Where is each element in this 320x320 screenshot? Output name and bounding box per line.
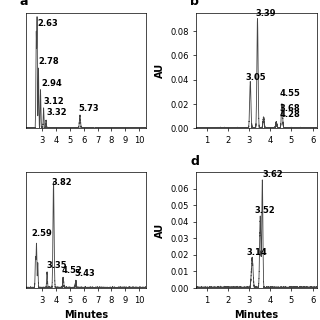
X-axis label: Minutes: Minutes: [64, 310, 108, 320]
Text: 3.62: 3.62: [262, 170, 283, 179]
Text: 2.59: 2.59: [31, 229, 52, 238]
Text: 5.43: 5.43: [74, 269, 95, 278]
Text: 3.05: 3.05: [245, 73, 266, 82]
Text: 3.12: 3.12: [44, 97, 64, 106]
Y-axis label: AU: AU: [155, 63, 165, 78]
Text: 2.94: 2.94: [41, 79, 62, 88]
Text: 3.68: 3.68: [279, 104, 300, 113]
Text: 2.63: 2.63: [37, 19, 58, 28]
Text: 3.39: 3.39: [255, 9, 276, 18]
Text: 4.28: 4.28: [280, 110, 300, 119]
Text: 2.78: 2.78: [39, 57, 60, 66]
Text: b: b: [190, 0, 199, 8]
Text: 3.52: 3.52: [254, 206, 275, 215]
X-axis label: Minutes: Minutes: [235, 310, 279, 320]
Text: 4.52: 4.52: [61, 266, 83, 275]
Text: 3.32: 3.32: [46, 108, 67, 117]
Text: 3.14: 3.14: [246, 248, 267, 257]
Text: 5.73: 5.73: [78, 104, 99, 113]
Text: 3.82: 3.82: [51, 179, 72, 188]
Text: 3.35: 3.35: [46, 261, 67, 270]
Y-axis label: AU: AU: [155, 223, 165, 238]
Text: a: a: [20, 0, 28, 8]
Text: 4.55: 4.55: [279, 89, 300, 98]
Text: d: d: [190, 155, 199, 168]
